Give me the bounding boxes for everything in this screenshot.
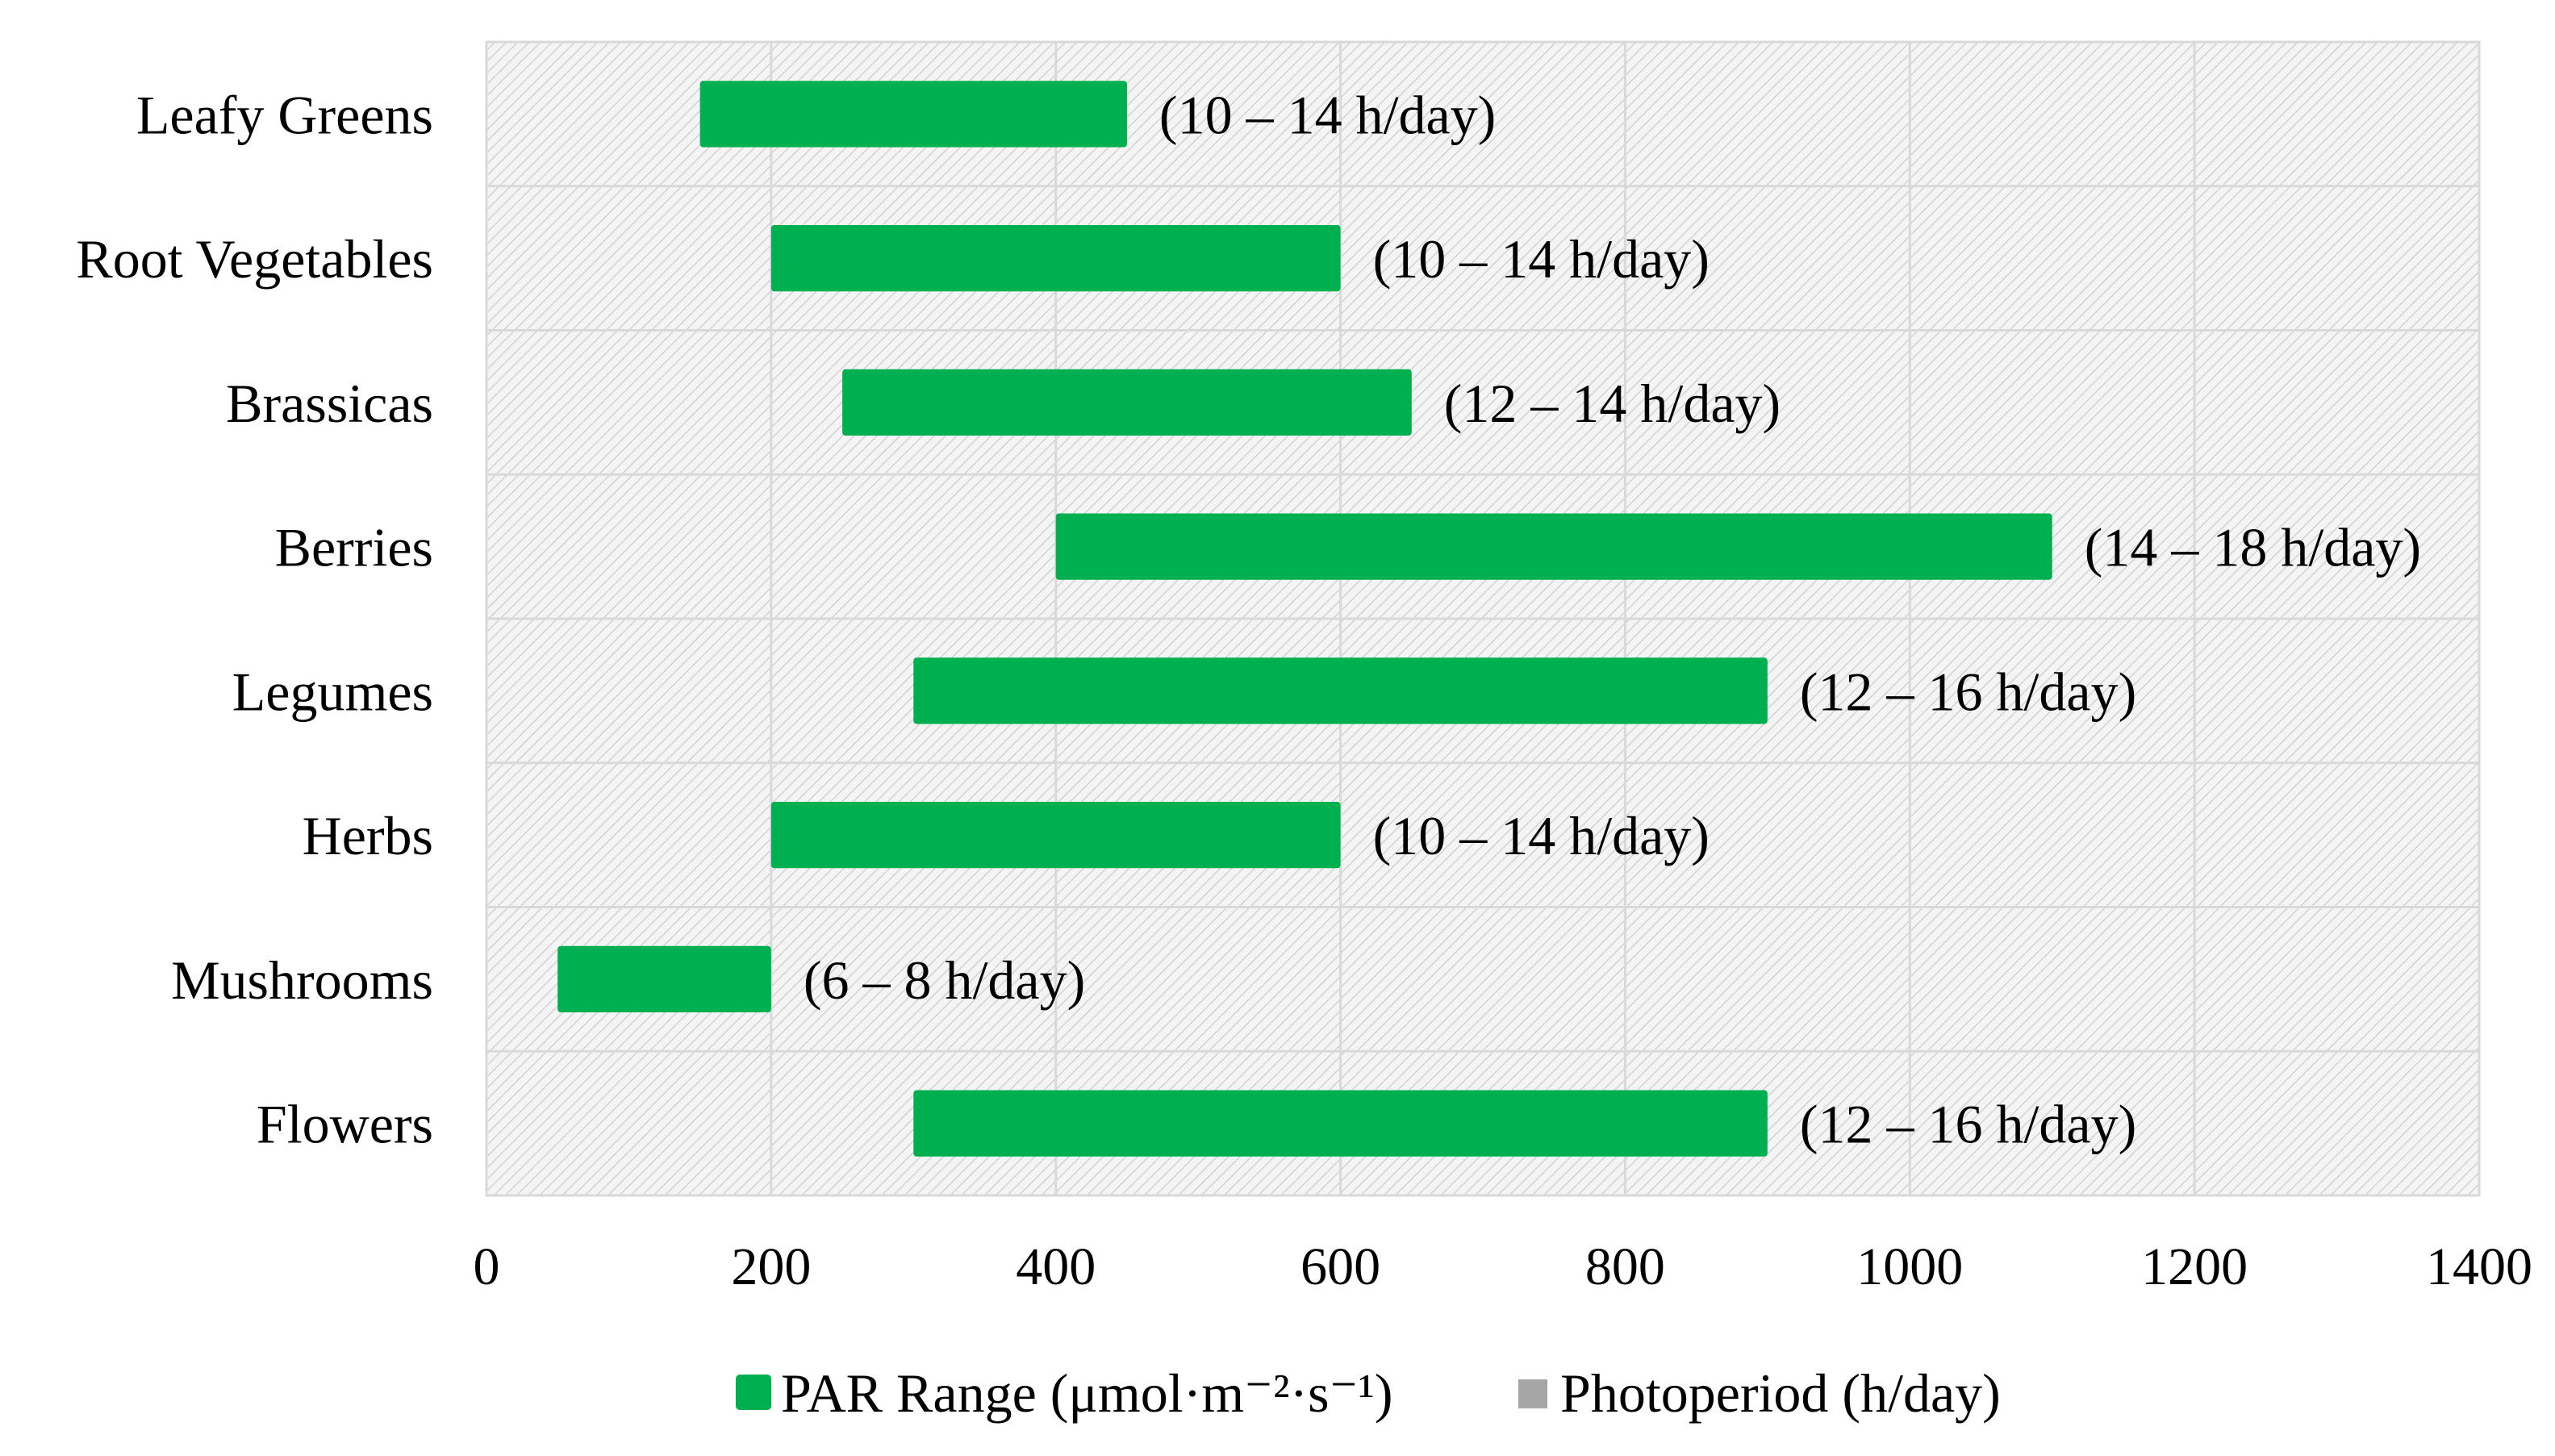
x-tick-label: 400: [1016, 1237, 1096, 1296]
photoperiod-labels: (10 – 14 h/day) (10 – 14 h/day) (12 – 14 h…: [804, 84, 2421, 1154]
x-tick-label: 600: [1300, 1237, 1380, 1296]
photoperiod-label: (12 – 16 h/day): [1800, 1094, 2136, 1155]
bar-leafy-greens: [699, 81, 1127, 148]
photoperiod-label: (10 – 14 h/day): [1373, 805, 1710, 866]
category-labels: Leafy Greens Root Vegetables Brassicas Berr…: [76, 84, 433, 1154]
x-tick-label: 1200: [2141, 1237, 2248, 1296]
legend: PAR Range (μmol·m⁻²·s⁻¹) Photoperiod (h/…: [736, 1362, 2001, 1424]
category-label: Berries: [275, 517, 433, 578]
bar-berries: [1055, 513, 2052, 580]
category-label: Root Vegetables: [76, 228, 433, 290]
bar-flowers: [913, 1090, 1768, 1157]
category-label: Herbs: [303, 805, 433, 866]
x-tick-label: 1400: [2426, 1237, 2532, 1296]
category-label: Flowers: [257, 1094, 433, 1155]
legend-swatch-par: [736, 1375, 771, 1410]
category-label: Leafy Greens: [136, 84, 433, 145]
bar-legumes: [913, 657, 1768, 724]
bar-herbs: [770, 802, 1341, 869]
x-tick-label: 0: [474, 1237, 500, 1296]
bar-root-vegetables: [770, 225, 1341, 292]
photoperiod-label: (6 – 8 h/day): [804, 949, 1085, 1011]
bars: [557, 81, 2052, 1157]
bar-mushrooms: [557, 945, 771, 1012]
photoperiod-label: (10 – 14 h/day): [1373, 228, 1710, 290]
legend-swatch-photoperiod: [1518, 1379, 1547, 1408]
category-label: Mushrooms: [171, 949, 433, 1011]
photoperiod-label: (10 – 14 h/day): [1159, 84, 1496, 145]
x-tick-label: 200: [731, 1237, 811, 1296]
category-label: Legumes: [232, 661, 433, 722]
category-label: Brassicas: [226, 373, 433, 434]
photoperiod-label: (12 – 16 h/day): [1800, 661, 2136, 722]
legend-label-par: PAR Range (μmol·m⁻²·s⁻¹): [781, 1362, 1393, 1424]
x-tick-label: 1000: [1856, 1237, 1963, 1296]
photoperiod-label: (12 – 14 h/day): [1444, 373, 1781, 434]
bar-brassicas: [842, 369, 1412, 436]
x-tick-label: 800: [1585, 1237, 1665, 1296]
legend-label-photoperiod: Photoperiod (h/day): [1560, 1362, 2001, 1424]
photoperiod-label: (14 – 18 h/day): [2085, 517, 2421, 578]
x-tick-labels: 0 200 400 600 800 1000 1200 1400: [474, 1237, 2533, 1296]
